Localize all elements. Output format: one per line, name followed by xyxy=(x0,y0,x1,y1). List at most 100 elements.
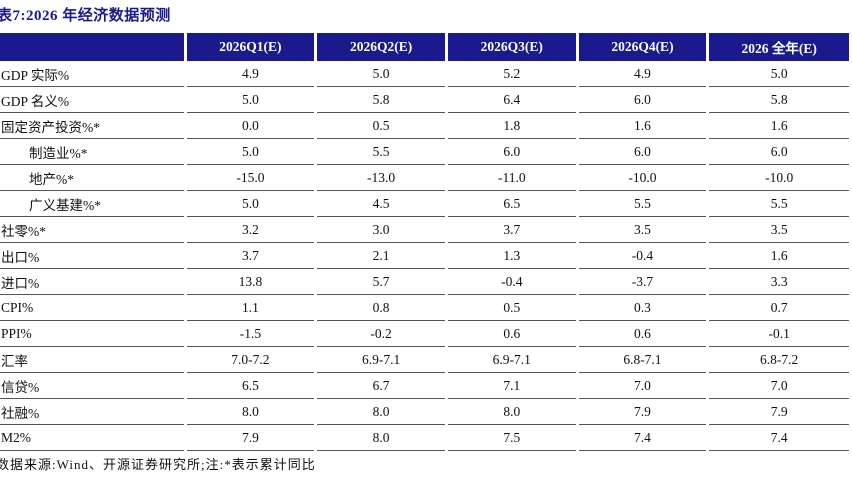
data-cell: 7.0 xyxy=(709,373,849,399)
data-cell: 5.0 xyxy=(317,61,445,87)
column-header: 2026 全年(E) xyxy=(709,33,849,61)
data-cell: 1.8 xyxy=(447,113,576,139)
data-cell: 5.0 xyxy=(709,61,849,87)
data-cell: 7.5 xyxy=(447,425,576,451)
row-label: GDP 名义% xyxy=(0,87,184,113)
data-cell: 0.5 xyxy=(447,295,576,321)
data-cell: 3.3 xyxy=(709,269,849,295)
data-cell: 1.3 xyxy=(447,243,576,269)
data-cell: 4.9 xyxy=(186,61,315,87)
data-cell: 3.5 xyxy=(578,217,707,243)
data-cell: 5.8 xyxy=(317,87,445,113)
economic-forecast-table: 2026Q1(E) 2026Q2(E) 2026Q3(E) 2026Q4(E) 2026… xyxy=(0,33,852,451)
table-title: 表7:2026 年经济数据预测 xyxy=(0,8,171,24)
data-cell: 6.0 xyxy=(709,139,849,165)
data-cell: 0.0 xyxy=(186,113,315,139)
data-cell: 5.0 xyxy=(186,191,315,217)
data-cell: 7.4 xyxy=(578,425,707,451)
data-cell: 6.0 xyxy=(447,139,576,165)
data-cell: -0.4 xyxy=(447,269,576,295)
data-cell: 3.5 xyxy=(709,217,849,243)
data-cell: 4.9 xyxy=(578,61,707,87)
data-cell: 7.4 xyxy=(709,425,849,451)
data-cell: 8.0 xyxy=(186,399,315,425)
data-cell: 6.9-7.1 xyxy=(447,347,576,373)
data-cell: 8.0 xyxy=(317,399,445,425)
row-label: 固定资产投资%* xyxy=(0,113,184,139)
data-cell: 1.1 xyxy=(186,295,315,321)
data-cell: 5.5 xyxy=(709,191,849,217)
data-cell: 5.0 xyxy=(186,87,315,113)
data-cell: 0.7 xyxy=(709,295,849,321)
data-cell: 6.0 xyxy=(578,139,707,165)
row-label: 社零%* xyxy=(0,217,184,243)
data-cell: 0.6 xyxy=(578,321,707,347)
data-cell: -0.2 xyxy=(317,321,445,347)
row-label: GDP 实际% xyxy=(0,61,184,87)
data-cell: 6.0 xyxy=(578,87,707,113)
header-row: 2026Q1(E) 2026Q2(E) 2026Q3(E) 2026Q4(E) 2026… xyxy=(0,33,849,61)
table-row: M2% 7.9 8.0 7.5 7.4 7.4 xyxy=(0,425,849,451)
data-cell: 5.5 xyxy=(317,139,445,165)
row-label: 汇率 xyxy=(0,347,184,373)
table-row: 制造业%* 5.0 5.5 6.0 6.0 6.0 xyxy=(0,139,849,165)
table-row: 社零%* 3.2 3.0 3.7 3.5 3.5 xyxy=(0,217,849,243)
data-cell: 1.6 xyxy=(578,113,707,139)
table-row: CPI% 1.1 0.8 0.5 0.3 0.7 xyxy=(0,295,849,321)
data-cell: 5.7 xyxy=(317,269,445,295)
data-cell: -11.0 xyxy=(447,165,576,191)
data-cell: 7.9 xyxy=(186,425,315,451)
data-cell: 6.5 xyxy=(447,191,576,217)
data-cell: -1.5 xyxy=(186,321,315,347)
data-cell: 6.8-7.2 xyxy=(709,347,849,373)
data-cell: 6.8-7.1 xyxy=(578,347,707,373)
data-cell: 0.6 xyxy=(447,321,576,347)
data-cell: -10.0 xyxy=(709,165,849,191)
table-body: GDP 实际% 4.9 5.0 5.2 4.9 5.0 GDP 名义% 5.0 5.8 6.4 6.… xyxy=(0,61,849,451)
row-label: M2% xyxy=(0,425,184,451)
data-cell: 3.2 xyxy=(186,217,315,243)
data-cell: -10.0 xyxy=(578,165,707,191)
table-row: PPI% -1.5 -0.2 0.6 0.6 -0.1 xyxy=(0,321,849,347)
table-row: GDP 实际% 4.9 5.0 5.2 4.9 5.0 xyxy=(0,61,849,87)
data-cell: 6.4 xyxy=(447,87,576,113)
row-label: 进口% xyxy=(0,269,184,295)
data-cell: -3.7 xyxy=(578,269,707,295)
data-cell: 1.6 xyxy=(709,243,849,269)
row-label: 广义基建%* xyxy=(0,191,184,217)
data-cell: 3.7 xyxy=(447,217,576,243)
data-cell: 8.0 xyxy=(447,399,576,425)
data-cell: 0.8 xyxy=(317,295,445,321)
column-header: 2026Q4(E) xyxy=(578,33,707,61)
data-cell: -0.1 xyxy=(709,321,849,347)
data-cell: -13.0 xyxy=(317,165,445,191)
column-header: 2026Q1(E) xyxy=(186,33,315,61)
row-label: 信贷% xyxy=(0,373,184,399)
column-header: 2026Q3(E) xyxy=(447,33,576,61)
table-row: 信贷% 6.5 6.7 7.1 7.0 7.0 xyxy=(0,373,849,399)
data-cell: 13.8 xyxy=(186,269,315,295)
data-cell: 5.8 xyxy=(709,87,849,113)
table-row: 出口% 3.7 2.1 1.3 -0.4 1.6 xyxy=(0,243,849,269)
data-cell: 5.0 xyxy=(186,139,315,165)
data-cell: 3.7 xyxy=(186,243,315,269)
table-header: 2026Q1(E) 2026Q2(E) 2026Q3(E) 2026Q4(E) 2026… xyxy=(0,33,849,61)
table-row: GDP 名义% 5.0 5.8 6.4 6.0 5.8 xyxy=(0,87,849,113)
data-cell: 0.5 xyxy=(317,113,445,139)
data-cell: 2.1 xyxy=(317,243,445,269)
table-row: 进口% 13.8 5.7 -0.4 -3.7 3.3 xyxy=(0,269,849,295)
row-label: 社融% xyxy=(0,399,184,425)
data-cell: 8.0 xyxy=(317,425,445,451)
row-label: 出口% xyxy=(0,243,184,269)
source-note: 数据来源:Wind、开源证券研究所;注:*表示累计同比 xyxy=(0,457,316,472)
data-cell: 6.7 xyxy=(317,373,445,399)
row-label: PPI% xyxy=(0,321,184,347)
row-label: 地产%* xyxy=(0,165,184,191)
table-row: 固定资产投资%* 0.0 0.5 1.8 1.6 1.6 xyxy=(0,113,849,139)
data-cell: 3.0 xyxy=(317,217,445,243)
data-cell: 4.5 xyxy=(317,191,445,217)
data-cell: 6.9-7.1 xyxy=(317,347,445,373)
data-cell: 7.0 xyxy=(578,373,707,399)
data-cell: 7.1 xyxy=(447,373,576,399)
